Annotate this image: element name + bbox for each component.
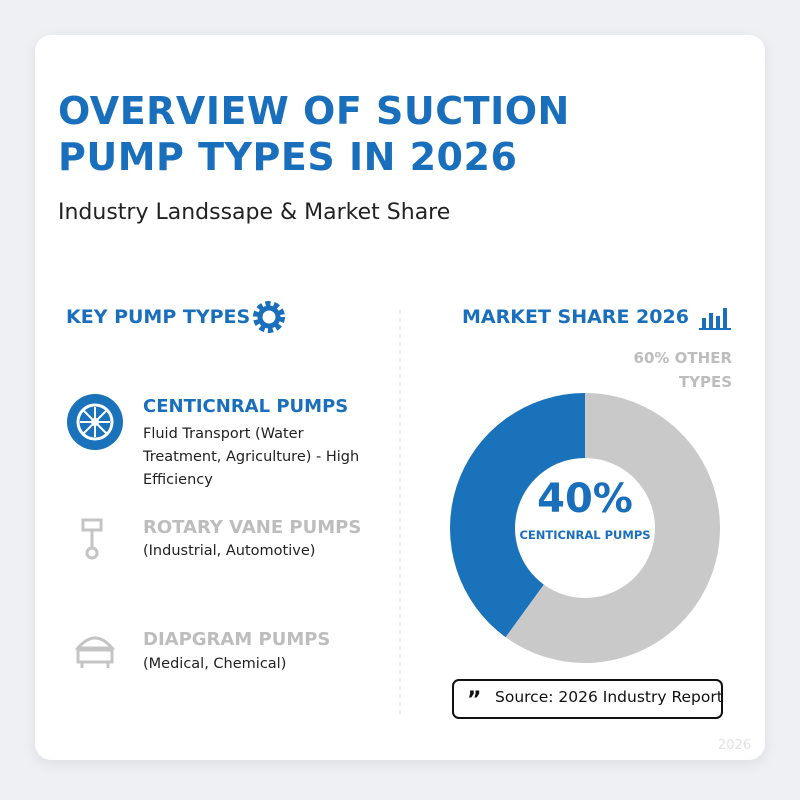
value-label: 60% OTHER TYPES [633,349,732,391]
pump-description: (Medical, Chemical) [143,656,287,672]
chart-icon [699,308,731,330]
pump-description: (Industrial, Automotive) [143,543,316,559]
pump-description: Fluid Transport (Water Treatment, Agricu… [143,426,360,488]
source: Source: 2026 Industry Report [495,688,723,706]
category-label: CENTICNRAL PUMPS [519,528,651,542]
centrifugal-icon [67,394,123,450]
donut-segment [449,393,585,638]
diaphragm-icon [74,636,116,668]
section-heading: KEY PUMP TYPES [66,306,251,328]
pump-name: ROTARY VANE PUMPS [143,517,362,538]
footer-year: 2026 [718,738,752,753]
donut-segment [505,393,720,663]
pump-name: DIAPGRAM PUMPS [143,629,331,650]
gear-icon [253,301,285,333]
vane-icon [81,518,103,560]
pump-name: CENTICNRAL PUMPS [143,396,349,417]
title: OVERVIEW OF SUCTION PUMP TYPES IN 2026 [58,89,570,179]
subtitle: Industry Landssape & Market Share [58,200,451,225]
value-label: 40% [537,476,633,522]
source-box [452,679,723,719]
quote-icon: ” [467,688,481,713]
donut [449,393,720,663]
section-heading: MARKET SHARE 2026 [462,306,689,328]
